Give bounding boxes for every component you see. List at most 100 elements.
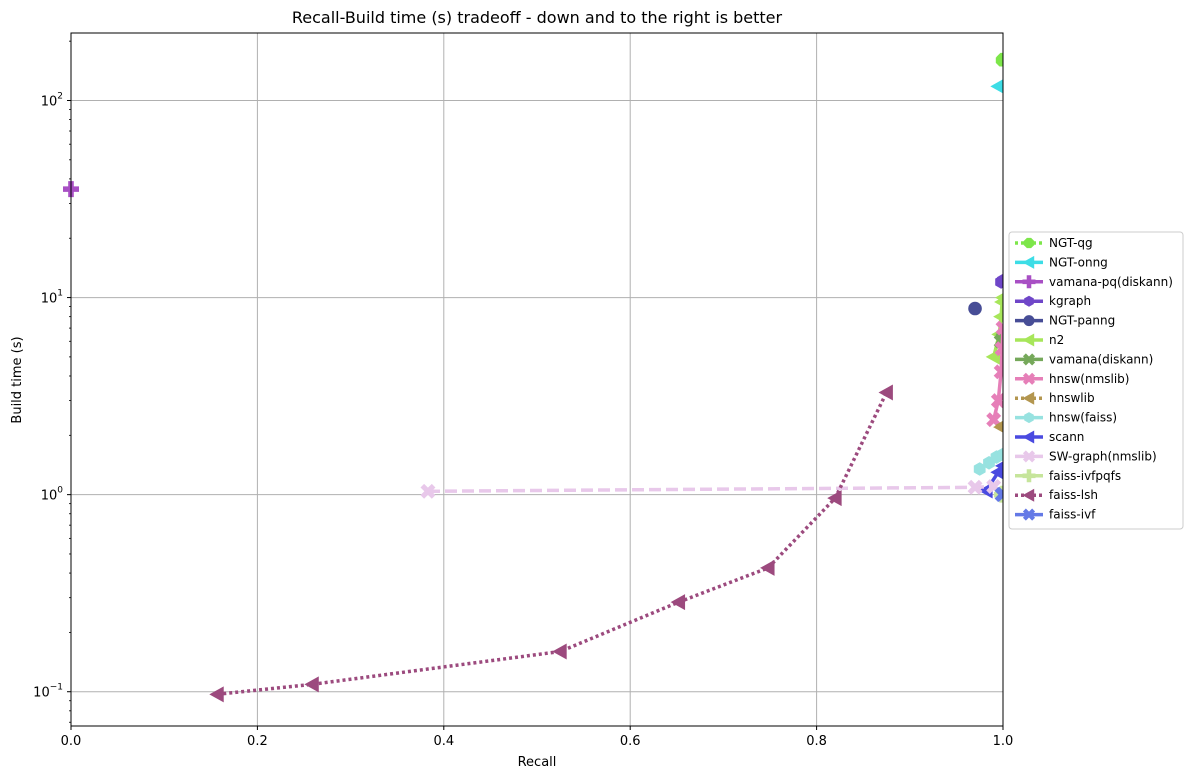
data-point	[995, 293, 1003, 303]
data-point	[968, 301, 982, 316]
y-axis-label: Build time (s)	[10, 336, 25, 423]
y-tick-label: 100	[41, 486, 64, 504]
series-ngt-panng	[968, 301, 982, 316]
series-ngt-onng	[990, 79, 1003, 94]
x-tick-label: 0.0	[61, 734, 82, 749]
y-tick-exponent: 2	[57, 91, 63, 101]
data-point	[993, 311, 1003, 323]
legend-marker	[1022, 333, 1035, 347]
legend-item: kgraph	[1015, 294, 1091, 308]
data-point	[993, 364, 1003, 380]
y-tick-base: 10	[41, 489, 58, 504]
y-tick-base: 10	[33, 686, 50, 701]
legend-marker	[1022, 488, 1035, 502]
data-point	[995, 420, 1003, 430]
legend-label: faiss-ivfpqfs	[1049, 469, 1121, 483]
legend-item: n2	[1015, 333, 1064, 347]
legend-marker	[1022, 353, 1036, 366]
grid	[70, 33, 1004, 726]
legend-marker	[1022, 430, 1035, 444]
data-point	[420, 483, 436, 499]
data-point	[670, 594, 686, 611]
series-kgraph	[995, 273, 1003, 289]
legend-item: faiss-ivfpqfs	[1015, 469, 1121, 483]
series-sw-graph-nmslib-	[420, 479, 1002, 499]
legend-label: SW-graph(nmslib)	[1049, 449, 1157, 463]
legend-label: NGT-panng	[1049, 314, 1115, 328]
data-point	[990, 393, 1003, 409]
legend-marker	[1022, 508, 1036, 521]
data-point	[997, 447, 1003, 462]
legend-marker	[1022, 372, 1036, 385]
y-tick-base: 10	[41, 94, 58, 109]
legend-item: NGT-qg	[1015, 236, 1093, 250]
x-tick-label: 0.4	[433, 734, 454, 749]
legend-label: NGT-onng	[1049, 255, 1108, 269]
legend-label: hnswlib	[1049, 391, 1095, 405]
data-point	[995, 461, 1003, 471]
data-point	[827, 490, 842, 507]
data-point	[994, 341, 1003, 357]
series-line	[217, 391, 889, 697]
data-point	[760, 559, 775, 576]
x-tick-label: 0.8	[806, 734, 827, 749]
legend-item: scann	[1015, 430, 1084, 444]
series-faiss-lsh	[209, 384, 893, 703]
y-tick-label: 101	[41, 289, 63, 307]
plot-frame	[70, 32, 1004, 727]
data-point	[994, 79, 1003, 90]
legend-item: vamana(diskann)	[1015, 352, 1153, 366]
legend-marker	[1022, 391, 1035, 405]
legend-item: hnsw(nmslib)	[1015, 372, 1129, 386]
x-tick-label: 1.0	[993, 734, 1014, 749]
legend-marker	[1023, 237, 1035, 249]
legend: NGT-qg NGT-onng vamana-pq(diskann) kgraph NG…	[1008, 231, 1184, 530]
legend-marker	[1022, 450, 1036, 463]
legend-marker	[1023, 315, 1035, 327]
y-tick-label: 102	[41, 91, 63, 109]
legend-label: vamana(diskann)	[1049, 352, 1153, 366]
legend-marker	[1022, 255, 1035, 269]
legend-item: SW-graph(nmslib)	[1015, 449, 1157, 463]
x-tick-label: 0.6	[620, 734, 641, 749]
legend-label: faiss-lsh	[1049, 488, 1098, 502]
legend-marker	[1022, 275, 1036, 289]
y-tick-label: 10−1	[33, 683, 63, 701]
y-tick-exponent: 0	[57, 486, 63, 496]
legend-label: scann	[1049, 430, 1084, 444]
y-tick-base: 10	[41, 292, 58, 307]
legend-item: hnsw(faiss)	[1015, 411, 1117, 425]
data-point	[973, 462, 986, 476]
legend-label: faiss-ivf	[1049, 508, 1096, 522]
series-ngt-qg	[995, 52, 1003, 67]
data-point	[996, 52, 1003, 66]
x-tick-label: 0.2	[247, 734, 268, 749]
legend-item: faiss-lsh	[1015, 488, 1098, 502]
legend-label: hnsw(nmslib)	[1049, 372, 1129, 386]
data-point	[986, 412, 1002, 428]
plot-area	[63, 52, 1003, 703]
legend-marker	[1024, 412, 1034, 424]
legend-item: vamana-pq(diskann)	[1015, 275, 1173, 289]
series-hnsw-nmslib-	[986, 320, 1003, 428]
legend-item: NGT-panng	[1015, 314, 1115, 328]
x-axis-ticks: 0.0 0.2 0.4 0.6 0.8 1.0	[61, 726, 1014, 749]
data-point	[304, 676, 319, 693]
legend-marker	[1024, 295, 1034, 307]
data-point	[997, 273, 1003, 288]
legend-item: NGT-onng	[1015, 255, 1108, 269]
legend-label: vamana-pq(diskann)	[1049, 275, 1173, 289]
series-line	[427, 484, 994, 494]
data-point	[209, 686, 224, 703]
data-point	[878, 384, 893, 401]
y-tick-exponent: 1	[57, 289, 63, 299]
y-tick-exponent: −1	[50, 683, 63, 693]
legend-label: n2	[1049, 333, 1064, 347]
legend-marker	[1022, 469, 1036, 483]
data-point	[552, 643, 567, 660]
data-point	[990, 465, 1003, 480]
legend-label: hnsw(faiss)	[1049, 411, 1117, 425]
x-axis-label: Recall	[518, 755, 557, 770]
